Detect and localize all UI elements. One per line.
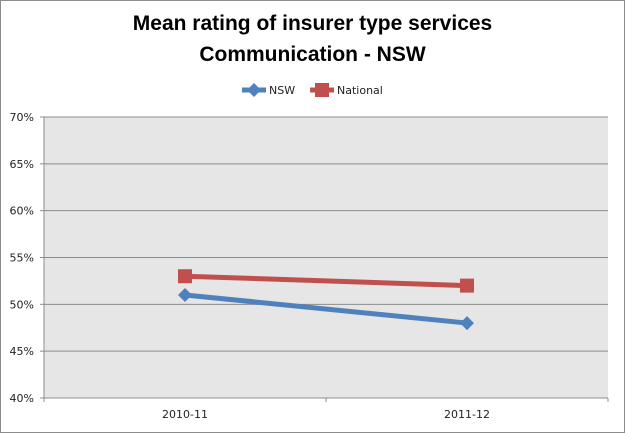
chart-title: Mean rating of insurer type services	[132, 12, 493, 35]
y-tick-label: 60%	[10, 205, 34, 218]
series-national	[178, 269, 474, 293]
marker-square	[178, 269, 192, 284]
marker-diamond	[247, 83, 261, 97]
x-axis-ticks: 2010-11 2011-12	[43, 398, 609, 421]
series-nsw	[178, 287, 474, 331]
marker-diamond	[460, 316, 474, 331]
x-tick-label: 2010-11	[162, 408, 208, 421]
marker-diamond	[178, 287, 192, 302]
y-tick-label: 50%	[10, 298, 34, 311]
marker-square	[315, 83, 329, 97]
series-group	[178, 269, 474, 331]
series-line	[184, 273, 468, 289]
y-axis-ticks: 40% 45% 50% 55% 60% 65% 70%	[10, 111, 44, 405]
series-line	[184, 292, 468, 326]
y-tick-label: 40%	[10, 392, 34, 405]
x-tick-label: 2011-12	[444, 408, 490, 421]
y-tick-label: 65%	[10, 158, 34, 171]
legend-label: National	[337, 84, 383, 97]
legend-item-national: National	[310, 83, 383, 97]
chart-subtitle: Communication - NSW	[199, 43, 426, 66]
y-tick-label: 55%	[10, 252, 34, 265]
legend: NSW National	[242, 83, 383, 97]
legend-item-nsw: NSW	[242, 83, 295, 97]
y-tick-label: 45%	[10, 345, 34, 358]
marker-square	[460, 278, 474, 293]
y-tick-label: 70%	[10, 111, 34, 124]
legend-label: NSW	[269, 84, 295, 97]
